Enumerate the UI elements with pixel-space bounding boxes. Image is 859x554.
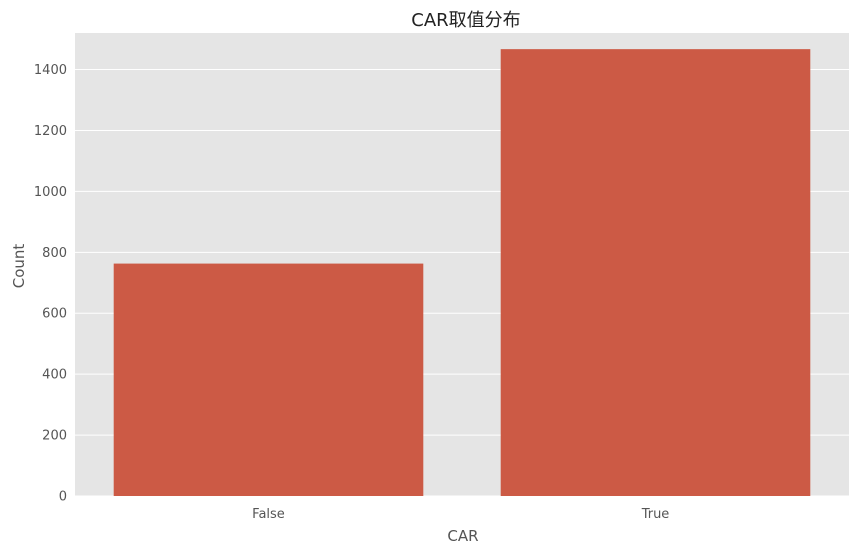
bar-true [500,49,811,497]
x-axis-label: CAR [447,527,478,545]
y-axis-label: Count [10,244,28,289]
y-tick-label: 800 [42,246,67,261]
y-tick-labels: 0 200 400 600 800 1000 1200 1400 [34,63,67,504]
y-tick-label: 1000 [34,185,67,200]
bar-false [113,263,424,496]
y-tick-label: 1400 [34,63,67,78]
x-tick-label-true: True [641,507,670,522]
x-tick-label-false: False [252,507,285,522]
y-tick-label: 600 [42,307,67,322]
x-tick-labels: False True [252,507,669,522]
y-tick-label: 200 [42,429,67,444]
chart-title: CAR取值分布 [411,10,520,31]
y-tick-label: 400 [42,368,67,383]
y-tick-label: 1200 [34,124,67,139]
y-tick-label: 0 [59,490,67,505]
bars [113,49,811,497]
